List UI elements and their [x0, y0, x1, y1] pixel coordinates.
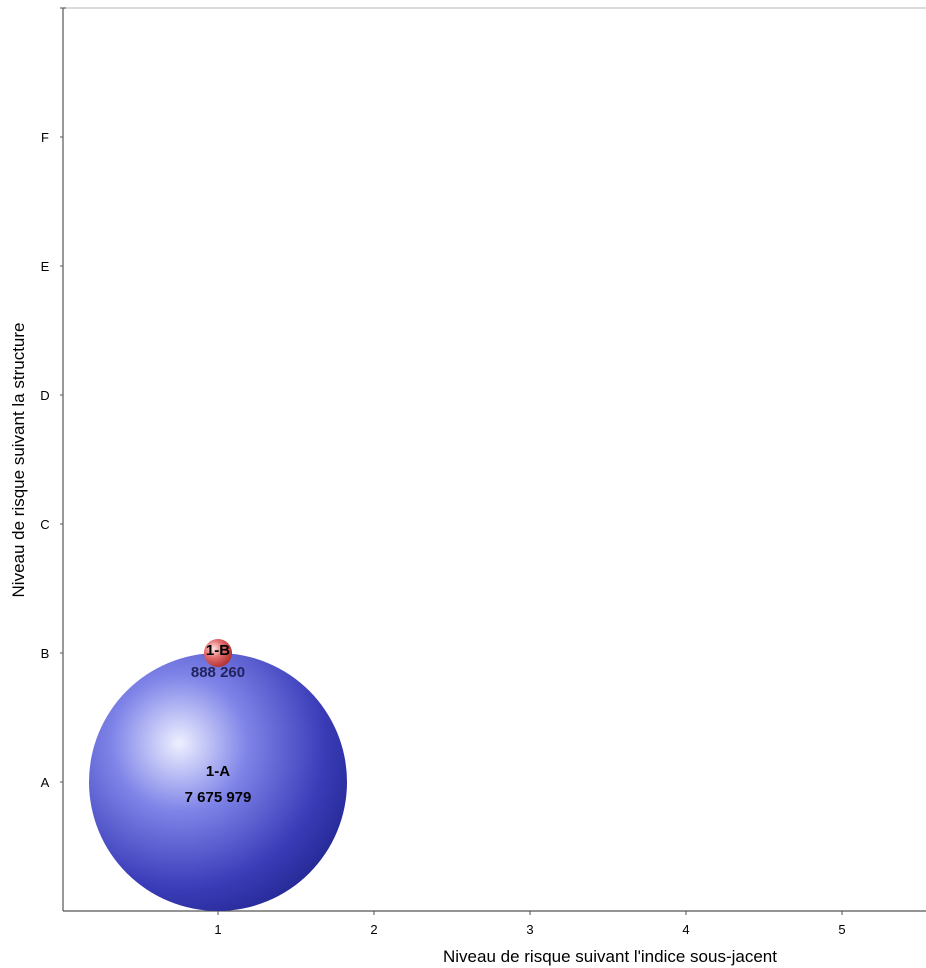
y-axis-title: Niveau de risque suivant la structure: [9, 323, 28, 598]
bubble-value: 7 675 979: [185, 789, 252, 806]
bubble-1-a[interactable]: [89, 653, 347, 911]
x-tick-label: 4: [682, 922, 689, 937]
bubble-label: 1-A: [206, 763, 230, 780]
x-tick-label: 5: [838, 922, 845, 937]
y-tick-label: C: [40, 517, 49, 532]
x-tick-label: 2: [370, 922, 377, 937]
y-tick-label: B: [41, 646, 50, 661]
bubble-value: 888 260: [191, 664, 245, 681]
bubble-label: 1-B: [206, 642, 230, 659]
y-tick-label: D: [40, 388, 49, 403]
bubble-label-layer: 1-A 7 675 979 1-B 888 260: [185, 642, 252, 806]
y-tick-label: E: [41, 259, 50, 274]
bubble-1-b[interactable]: [203, 638, 233, 668]
bubble-layer: [89, 638, 347, 911]
x-axis-title: Niveau de risque suivant l'indice sous-j…: [443, 947, 777, 966]
plot-frame: [60, 7, 926, 912]
tick-layer: 1 2 3 4 5 A B C D E F: [40, 130, 845, 937]
y-tick-label: F: [41, 130, 49, 145]
x-tick-label: 3: [526, 922, 533, 937]
x-tick-label: 1: [214, 922, 221, 937]
y-tick-label: A: [41, 775, 50, 790]
